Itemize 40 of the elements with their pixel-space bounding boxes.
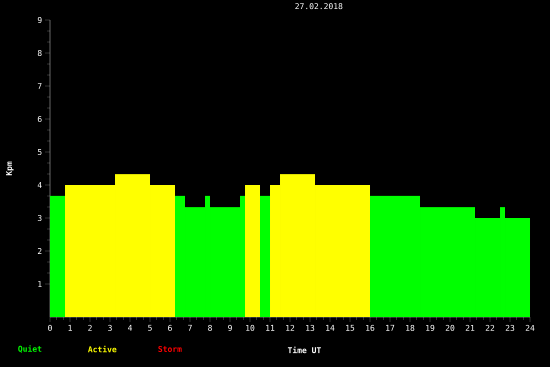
x-tick-label: 17 [386,324,394,331]
y-tick-label: 7 [38,83,42,89]
x-tick-label: 2 [88,324,92,331]
x-tick-label: 15 [346,324,354,331]
x-tick-label: 3 [108,324,112,331]
y-axis-title: Kpm [6,162,14,176]
x-tick-label: 24 [526,324,534,331]
x-tick-label: 9 [228,324,232,331]
x-tick-label: 22 [486,324,494,331]
y-tick-label: 9 [38,16,42,24]
x-tick-label: 23 [506,324,514,331]
x-tick-label: 4 [128,324,132,331]
x-tick-label: 21 [466,324,474,331]
y-tick-label: 6 [38,116,42,122]
x-tick-label: 13 [306,324,314,331]
text: Quiet [18,345,42,353]
x-tick-label: 6 [168,324,172,331]
y-tick-label: 8 [38,50,42,56]
y-tick-label: 4 [38,182,42,188]
x-tick-label: 0 [48,324,52,331]
x-tick-label: 10 [246,324,254,331]
x-tick-label: 5 [148,324,152,331]
chart-title: 27.02.2018 [295,3,342,10]
x-tick-label: 11 [266,324,274,331]
x-axis-title: Time UT [288,346,321,354]
x-tick-label: 14 [326,324,334,331]
y-tick-label: 3 [38,214,42,222]
x-tick-label: 16 [366,324,374,331]
y-tick-label: 5 [38,149,42,155]
text: Storm [158,346,182,352]
y-tick-label: 1 [38,281,42,287]
x-tick-label: 20 [446,324,454,331]
text: Active [88,346,116,352]
x-tick-label: 12 [286,324,294,331]
x-tick-label: 1 [68,324,72,331]
x-tick-label: 18 [406,324,414,331]
x-tick-label: 8 [208,324,212,331]
y-tick-label: 2 [38,248,42,254]
x-tick-label: 19 [426,324,434,331]
x-tick-label: 7 [188,324,192,331]
